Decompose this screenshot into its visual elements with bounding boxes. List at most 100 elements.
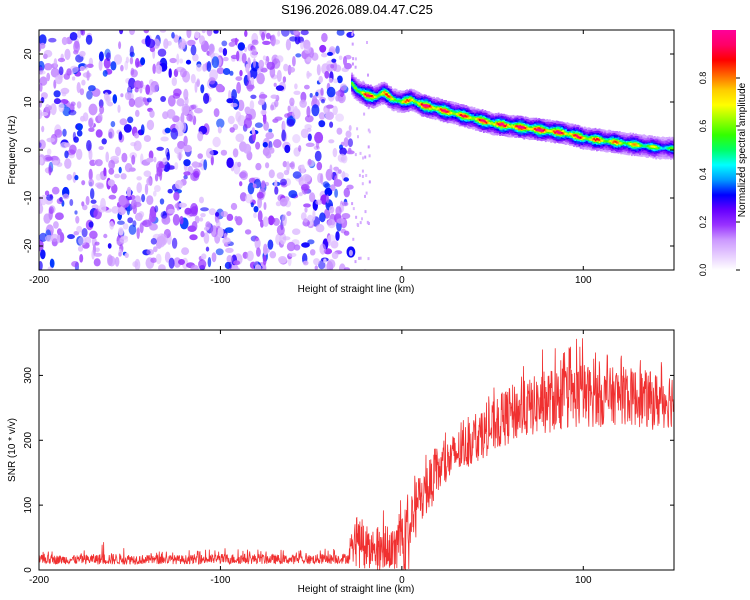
heatmap-cell <box>388 95 391 98</box>
heatmap-cell <box>262 55 267 61</box>
heatmap-cell <box>136 182 142 194</box>
heatmap-cell <box>547 129 550 132</box>
heatmap-cell <box>269 251 277 259</box>
heatmap-cell <box>382 91 384 95</box>
heatmap-cell <box>190 172 200 182</box>
heatmap-cell <box>616 141 618 144</box>
heatmap-cell <box>536 128 539 131</box>
heatmap-cell <box>306 70 310 79</box>
heatmap-cell <box>574 134 577 137</box>
heatmap-cell <box>351 42 354 46</box>
heatmap-cell <box>492 122 495 125</box>
heatmap-cell <box>362 156 364 160</box>
heatmap-cell <box>322 181 330 188</box>
heatmap-cell <box>64 48 71 61</box>
heatmap-cell <box>205 246 210 252</box>
heatmap-cell <box>97 112 103 123</box>
heatmap-cell <box>540 128 543 131</box>
heatmap-cell <box>282 120 286 133</box>
heatmap-cell <box>149 210 157 223</box>
heatmap-cell <box>73 40 80 53</box>
heatmap-cell <box>58 66 64 76</box>
heatmap-cell <box>334 188 338 198</box>
heatmap-cell <box>300 41 305 50</box>
heatmap-cell <box>81 79 86 86</box>
heatmap-cell <box>224 227 234 234</box>
heatmap-cell <box>352 84 355 87</box>
heatmap-cell <box>117 104 121 113</box>
heatmap-cell <box>450 112 453 115</box>
heatmap-cell <box>213 30 219 34</box>
heatmap-cell <box>284 178 292 186</box>
heatmap-cell <box>203 93 210 104</box>
heatmap-cell <box>488 122 491 125</box>
heatmap-cell <box>413 99 415 102</box>
heatmap-cell <box>86 90 93 100</box>
heatmap-cell <box>288 252 297 258</box>
heatmap-cell <box>106 95 110 103</box>
heatmap-cell <box>180 112 185 124</box>
heatmap-cell <box>309 93 313 98</box>
heatmap-cell <box>94 247 100 253</box>
heatmap-cell <box>170 128 179 140</box>
heatmap-cell <box>160 96 167 102</box>
heatmap-cell <box>183 159 191 167</box>
heatmap-cell <box>356 127 359 131</box>
y-tick-label: 200 <box>23 431 34 448</box>
heatmap-cell <box>532 127 535 131</box>
heatmap-cell <box>244 106 251 114</box>
heatmap-cell <box>281 30 290 37</box>
heatmap-cell <box>426 105 429 108</box>
heatmap-cell <box>660 147 663 150</box>
heatmap-cell <box>91 249 95 260</box>
heatmap-cell <box>503 124 505 127</box>
heatmap-cell <box>256 247 261 257</box>
heatmap-cell <box>181 103 190 116</box>
heatmap-cell <box>365 94 368 97</box>
heatmap-cell <box>176 66 185 73</box>
heatmap-cell <box>325 111 334 120</box>
heatmap-cell <box>437 107 440 110</box>
heatmap-cell <box>98 204 107 213</box>
heatmap-cell <box>311 104 320 117</box>
heatmap-cell <box>300 184 310 191</box>
heatmap-cell <box>217 227 224 238</box>
heatmap-cell <box>367 257 370 261</box>
heatmap-cell <box>118 131 123 141</box>
heatmap-cell <box>66 68 72 76</box>
heatmap-cell <box>88 103 98 116</box>
heatmap-cell <box>358 173 361 177</box>
heatmap-cell <box>359 256 362 260</box>
heatmap-cell <box>172 92 181 99</box>
heatmap-cell <box>152 63 156 74</box>
heatmap-cell <box>141 194 146 203</box>
heatmap-cell <box>367 94 370 97</box>
heatmap-cell <box>124 163 133 173</box>
heatmap-cell <box>215 219 221 229</box>
heatmap-cell <box>128 77 136 90</box>
heatmap-cell <box>118 252 122 257</box>
heatmap-cell <box>212 136 221 148</box>
heatmap-cell <box>509 125 512 128</box>
heatmap-cell <box>330 184 336 192</box>
heatmap-cell <box>222 68 231 75</box>
heatmap-cell <box>431 106 434 109</box>
heatmap-cell <box>337 169 342 174</box>
heatmap-cell <box>573 134 575 137</box>
heatmap-cell <box>670 146 672 150</box>
heatmap-cell <box>208 77 216 85</box>
heatmap-cell <box>443 109 446 112</box>
heatmap-cell <box>244 30 248 37</box>
heatmap-cell <box>612 139 614 144</box>
heatmap-cell <box>386 93 388 96</box>
heatmap-cell <box>610 140 613 143</box>
heatmap-cell <box>64 150 69 159</box>
y-axis-ticks: 0 100 200 300 <box>23 367 674 573</box>
heatmap-cell <box>340 83 347 91</box>
heatmap-cell <box>143 135 151 142</box>
heatmap-cell <box>356 89 359 92</box>
heatmap-cell <box>664 146 667 149</box>
heatmap-cell <box>307 127 312 132</box>
heatmap-cell <box>199 35 205 46</box>
heatmap-cell <box>392 98 395 101</box>
